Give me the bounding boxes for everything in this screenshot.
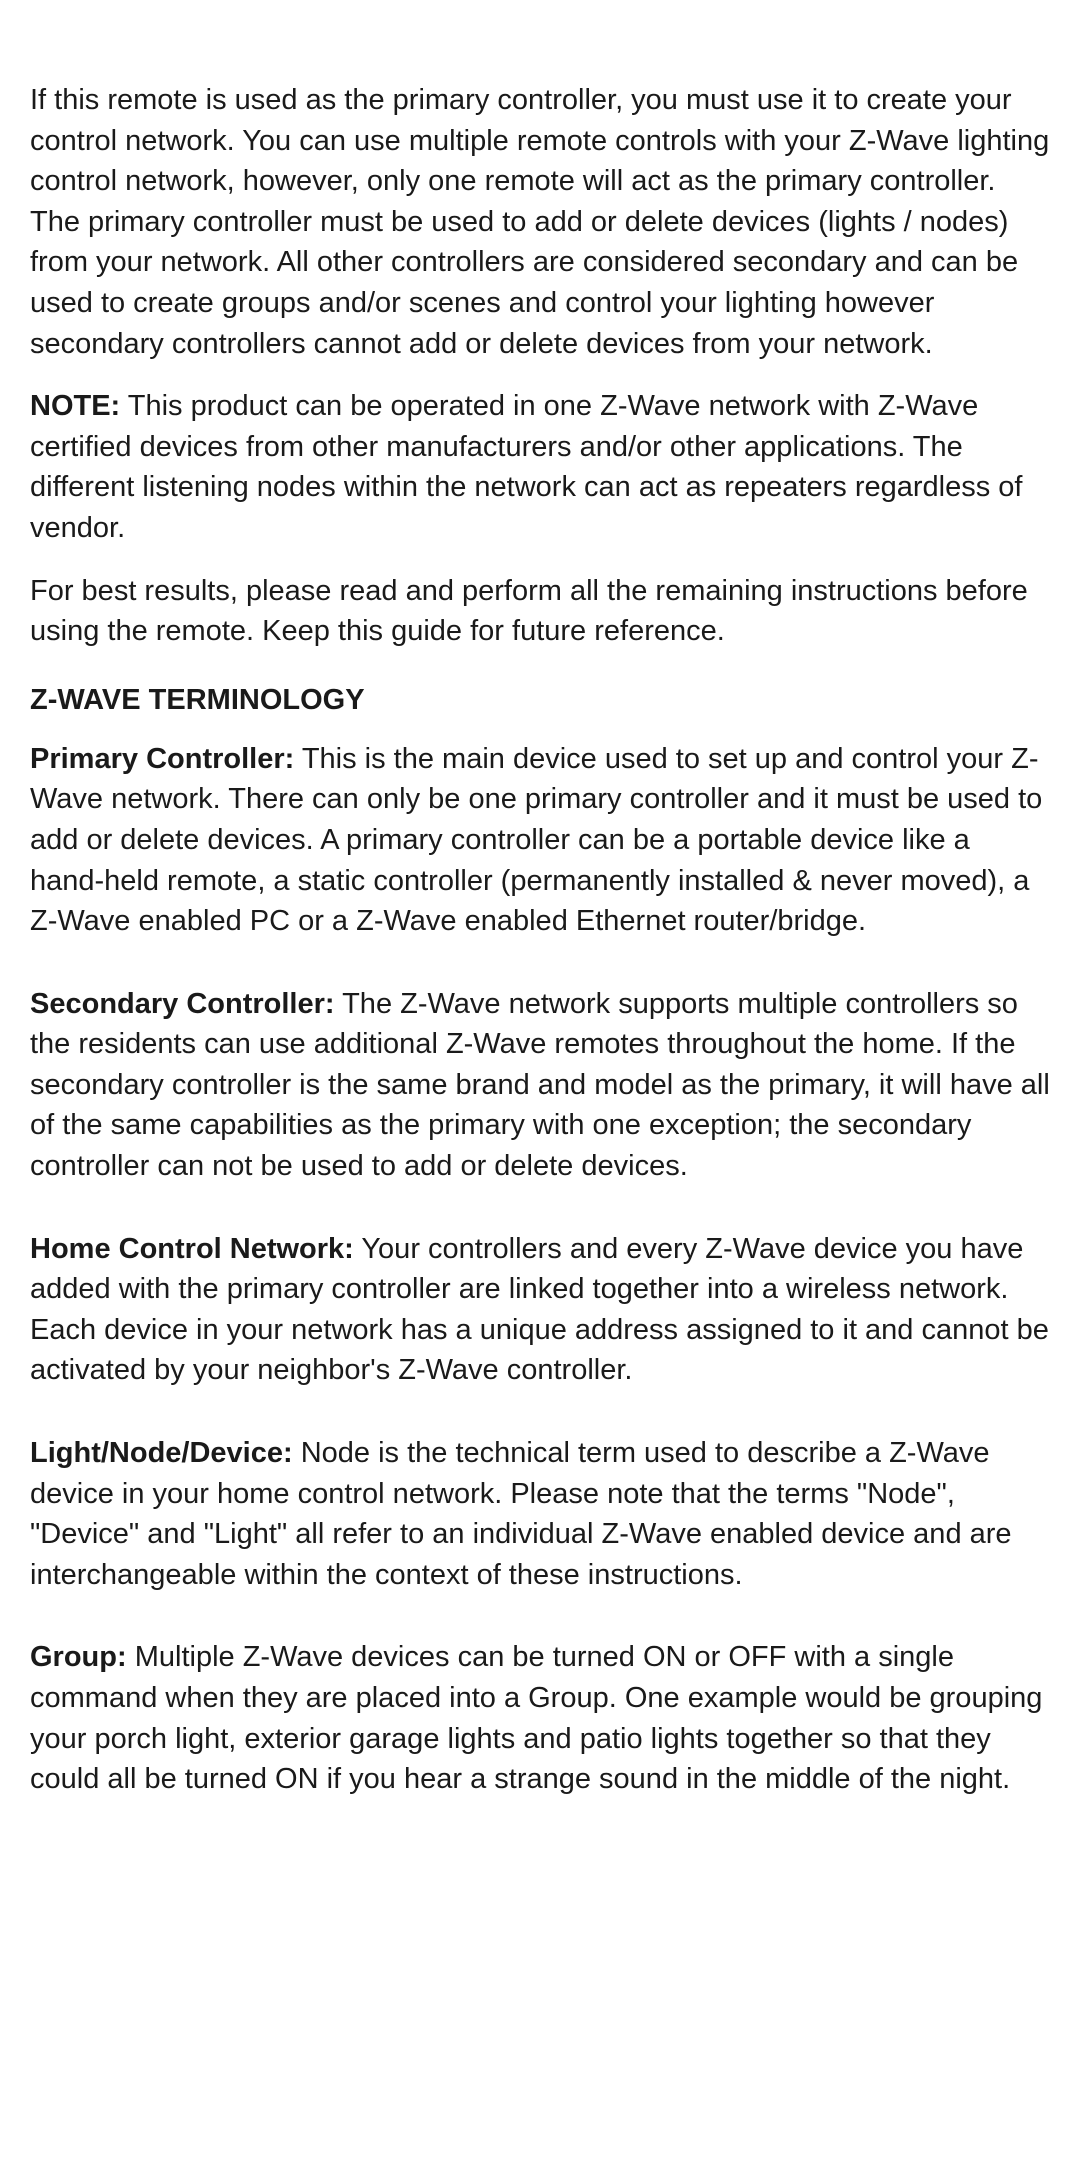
term-secondary-controller: Secondary Controller: The Z-Wave network…	[30, 984, 1050, 1187]
term-label: Primary Controller:	[30, 743, 294, 775]
note-label: NOTE:	[30, 390, 120, 422]
term-label: Home Control Network:	[30, 1233, 354, 1265]
note-text: This product can be operated in one Z-Wa…	[30, 390, 1022, 544]
term-light-node-device: Light/Node/Device: Node is the technical…	[30, 1433, 1050, 1595]
note-paragraph: NOTE: This product can be operated in on…	[30, 386, 1050, 548]
term-home-control-network: Home Control Network: Your controllers a…	[30, 1229, 1050, 1391]
term-label: Group:	[30, 1641, 127, 1673]
term-label: Light/Node/Device:	[30, 1437, 293, 1469]
terminology-heading: Z-WAVE TERMINOLOGY	[30, 684, 1050, 717]
best-results-paragraph: For best results, please read and perfor…	[30, 571, 1050, 652]
term-group: Group: Multiple Z-Wave devices can be tu…	[30, 1637, 1050, 1799]
term-label: Secondary Controller:	[30, 988, 335, 1020]
term-primary-controller: Primary Controller: This is the main dev…	[30, 739, 1050, 942]
intro-paragraph: If this remote is used as the primary co…	[30, 80, 1050, 364]
term-text: Multiple Z-Wave devices can be turned ON…	[30, 1641, 1042, 1795]
